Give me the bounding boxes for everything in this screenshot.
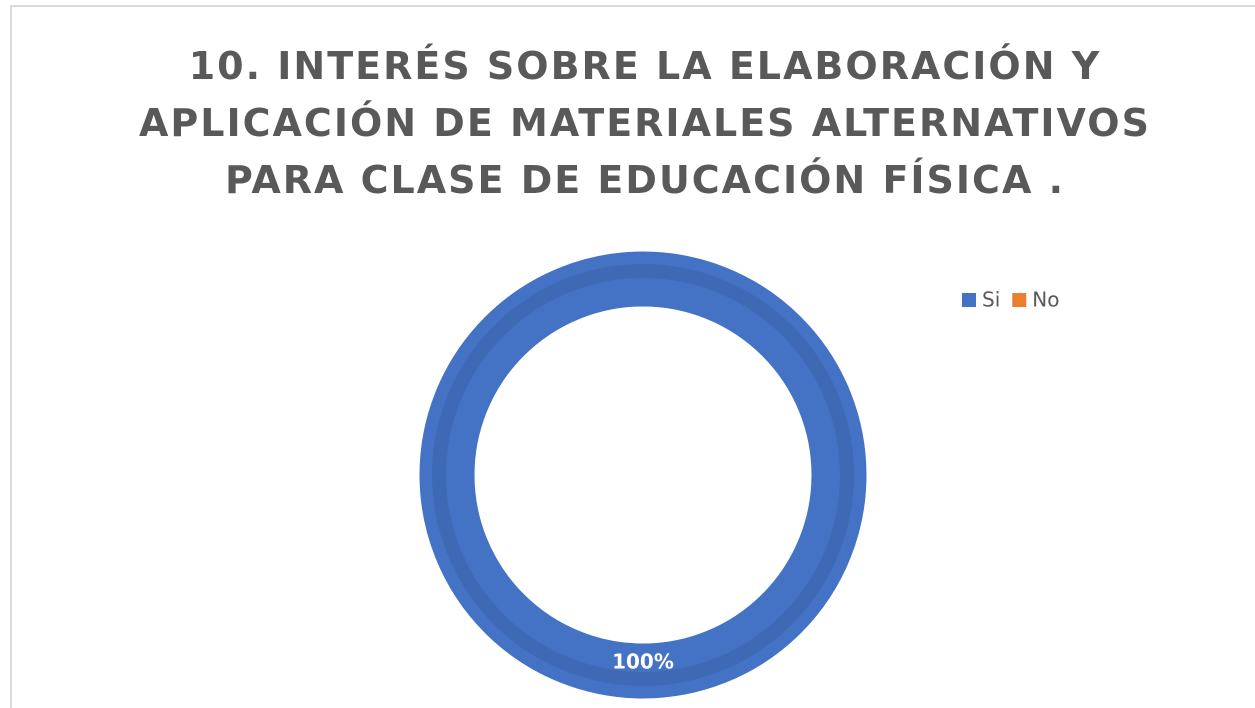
chart-frame: [10, 5, 1255, 708]
legend-label: No: [1032, 288, 1059, 312]
data-label: 100%: [612, 650, 674, 674]
donut-segment: [418, 250, 868, 700]
legend-label: Si: [982, 288, 1000, 312]
chart-title: 10. INTERÉS SOBRE LA ELABORACIÓN Y APLIC…: [139, 44, 1151, 202]
legend-swatch: [962, 293, 976, 307]
segment-bevel: [432, 264, 854, 686]
legend-swatch: [1012, 293, 1027, 307]
